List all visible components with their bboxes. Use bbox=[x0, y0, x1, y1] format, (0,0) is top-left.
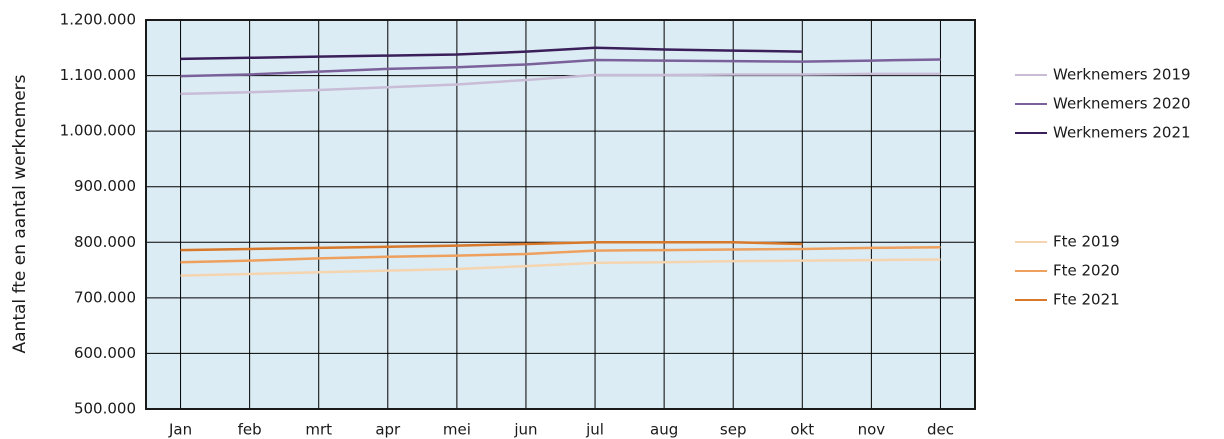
y-tick-label: 1.100.000 bbox=[60, 66, 136, 84]
plot-border bbox=[145, 19, 976, 410]
x-tick-label: jul bbox=[585, 421, 604, 439]
series-line bbox=[180, 46, 803, 61]
legend-label: Werknemers 2020 bbox=[1053, 95, 1191, 113]
y-tick-label: 1.000.000 bbox=[60, 122, 136, 140]
x-tick-label: mrt bbox=[305, 421, 332, 439]
plot-area bbox=[146, 20, 975, 409]
x-tick-label: apr bbox=[375, 421, 401, 439]
x-tick-label: nov bbox=[858, 421, 886, 439]
legend-label: Fte 2021 bbox=[1053, 291, 1120, 309]
legend-label: Werknemers 2019 bbox=[1053, 66, 1191, 84]
series-line bbox=[180, 72, 941, 96]
x-tick-label: okt bbox=[790, 421, 814, 439]
series-line bbox=[180, 241, 803, 252]
x-tick-label: sep bbox=[720, 421, 747, 439]
series-line bbox=[180, 58, 941, 78]
y-tick-label: 700.000 bbox=[74, 288, 136, 306]
legend-label: Fte 2020 bbox=[1053, 262, 1120, 280]
x-tick-label: jun bbox=[513, 421, 537, 439]
x-tick-label: mei bbox=[443, 421, 471, 439]
legend-label: Fte 2019 bbox=[1053, 233, 1120, 251]
y-tick-label: 800.000 bbox=[74, 233, 136, 251]
x-tick-label: feb bbox=[238, 421, 262, 439]
x-tick-label: Jan bbox=[168, 421, 192, 439]
y-tick-label: 600.000 bbox=[74, 344, 136, 362]
x-tick-label: aug bbox=[650, 421, 678, 439]
y-axis-label: Aantal fte en aantal werknemers bbox=[10, 74, 30, 353]
x-tick-label: dec bbox=[927, 421, 954, 439]
y-tick-label: 1.200.000 bbox=[60, 11, 136, 29]
legend-label: Werknemers 2021 bbox=[1053, 124, 1191, 142]
series-line bbox=[180, 258, 941, 277]
series-line bbox=[180, 246, 941, 264]
y-tick-label: 900.000 bbox=[74, 177, 136, 195]
y-tick-label: 500.000 bbox=[74, 400, 136, 418]
